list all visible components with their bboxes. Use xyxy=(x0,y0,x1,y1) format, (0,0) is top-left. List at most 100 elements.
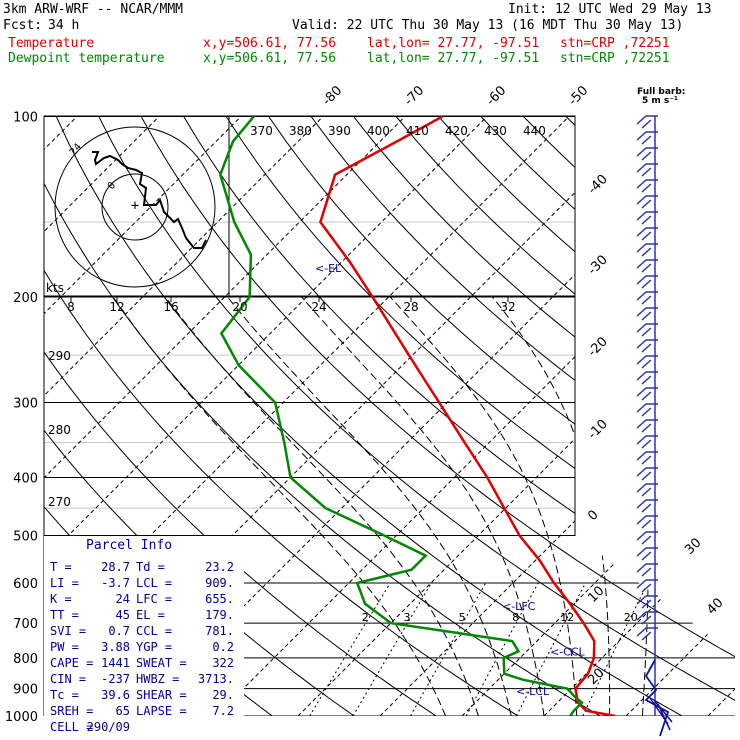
pressure-tick-label: 400 xyxy=(13,471,38,486)
wind-barb xyxy=(636,323,658,337)
dewpoint-line xyxy=(218,116,584,716)
parcel-k1: CELL = xyxy=(50,720,94,734)
parcel-k1: SREH = xyxy=(50,704,94,718)
parcel-v2: 3713. xyxy=(197,672,234,686)
parcel-k1: TT = xyxy=(50,608,79,622)
isotherm-line xyxy=(297,116,735,716)
wind-barbs xyxy=(636,115,673,737)
parcel-info-title: Parcel Info xyxy=(86,538,173,553)
dewpoint-station: stn=CRP ,72251 xyxy=(560,51,670,66)
wind-barb xyxy=(636,131,658,145)
parcel-row: SVI = 0.7 CCL = 781. xyxy=(50,624,240,638)
pressure-tick-label: 500 xyxy=(13,530,38,545)
isotherm-label: 40 xyxy=(704,596,726,618)
parcel-v1: -237 xyxy=(101,672,130,686)
speed-tick-label: 24 xyxy=(311,300,326,314)
parcel-row: CIN = -237 HWBZ = 3713. xyxy=(50,672,240,686)
forecast-hour: 34 h xyxy=(48,18,80,33)
dry-adiabat-line xyxy=(98,116,735,716)
theta-label: 440 xyxy=(523,124,546,138)
parcel-k1: CIN = xyxy=(50,672,87,686)
parcel-k2: EL = xyxy=(136,608,165,622)
dry-adiabat-line xyxy=(565,116,735,716)
theta-label: 400 xyxy=(367,124,390,138)
forecast-label: Fcst: xyxy=(3,18,43,33)
hodograph-ring xyxy=(101,173,169,241)
isotherm-line xyxy=(543,116,735,716)
parcel-row: LI = -3.7 LCL = 909. xyxy=(50,576,240,590)
wind-barb xyxy=(636,163,658,177)
mixing-ratio-label: 3 xyxy=(403,611,410,624)
wind-barb xyxy=(636,211,658,225)
moist-adiabat-line xyxy=(112,296,447,716)
parcel-k2: LFC = xyxy=(136,592,173,606)
parcel-v2: 23.2 xyxy=(205,560,234,574)
pressure-tick-label: 600 xyxy=(13,577,38,592)
pressure-tick-label: 300 xyxy=(13,397,38,412)
parcel-k2: YGP = xyxy=(136,640,173,654)
dry-adiabat-line xyxy=(140,116,735,716)
hodograph-center: + xyxy=(131,198,139,214)
isotherm-label: -50 xyxy=(566,83,592,109)
speed-tick-label: 32 xyxy=(500,300,515,314)
parcel-k2: LCL = xyxy=(136,576,173,590)
parcel-k2: SHEAR = xyxy=(136,688,187,702)
parcel-v2: 655. xyxy=(205,592,234,606)
mixing-ratio-line xyxy=(352,582,432,716)
isotherm-line xyxy=(461,116,735,716)
parcel-v2: 179. xyxy=(205,608,234,622)
dry-adiabat-line xyxy=(650,116,735,716)
temperature-station: stn=CRP ,72251 xyxy=(560,36,670,51)
barb-key-line2: 5 m s⁻¹ xyxy=(642,96,678,106)
parcel-info-panel: Parcel Info T = 28.7 Td = 23.2 LI = -3.7 LCL =… xyxy=(44,536,244,734)
mixing-ratio-line xyxy=(516,582,586,716)
dry-adiabat-line xyxy=(608,116,735,716)
level-marker-lcl: <-LCL xyxy=(516,685,550,698)
hodograph-ring xyxy=(54,126,216,288)
theta-label: 420 xyxy=(445,124,468,138)
parcel-v1: 65 xyxy=(115,704,130,718)
parcel-v1: 28.7 xyxy=(101,560,130,574)
pressure-tick-label: 100 xyxy=(13,111,38,126)
speed-tick-label: 8 xyxy=(67,300,75,314)
parcel-v2: 29. xyxy=(212,688,234,702)
temperature-xy: x,y=506.61, 77.56 xyxy=(203,36,337,51)
parcel-row: CAPE = 1441 SWEAT = 322 xyxy=(50,656,240,670)
parcel-k1: PW = xyxy=(50,640,79,654)
mixing-ratio-label: 12 xyxy=(560,611,574,624)
isotherm-label: -20 xyxy=(585,334,611,360)
hodograph-speed-label: kts xyxy=(46,281,64,295)
wind-barb xyxy=(636,547,658,561)
wind-barb xyxy=(636,355,658,369)
parcel-v1: -3.7 xyxy=(101,576,130,590)
pressure-tick-label: 1000 xyxy=(5,710,38,725)
parcel-row: T = 28.7 Td = 23.2 xyxy=(50,560,240,574)
moist-adiabat-line xyxy=(492,296,611,716)
wind-barb xyxy=(636,451,658,465)
theta-label: 290 xyxy=(48,349,71,363)
wind-barb xyxy=(636,499,658,513)
theta-label: 380 xyxy=(289,124,312,138)
dry-adiabat-line xyxy=(268,116,735,716)
theta-label: 430 xyxy=(484,124,507,138)
parcel-row: SREH = 65 LAPSE = 7.2 xyxy=(50,704,240,718)
dry-adiabat-line xyxy=(44,116,601,716)
wind-barb xyxy=(636,275,658,289)
parcel-k1: K = xyxy=(50,592,72,606)
dry-adiabat-line xyxy=(44,116,519,716)
parcel-v2: 781. xyxy=(205,624,234,638)
dewpoint-xy: x,y=506.61, 77.56 xyxy=(203,51,337,66)
wind-barb xyxy=(636,243,658,257)
parcel-k2: LAPSE = xyxy=(136,704,187,718)
dry-adiabat-line xyxy=(693,116,735,716)
parcel-k1: Tc = xyxy=(50,688,79,702)
wind-barb xyxy=(636,307,658,321)
isotherm-label: 0 xyxy=(585,507,601,523)
hodograph-ring-label: 24 xyxy=(68,142,84,158)
model-title: 3km ARW-WRF -- NCAR/MMM xyxy=(3,2,184,17)
parcel-v2: 0.2 xyxy=(212,640,234,654)
moist-adiabat-line xyxy=(165,296,479,716)
theta-label: 370 xyxy=(250,124,273,138)
temperature-line xyxy=(319,116,616,716)
